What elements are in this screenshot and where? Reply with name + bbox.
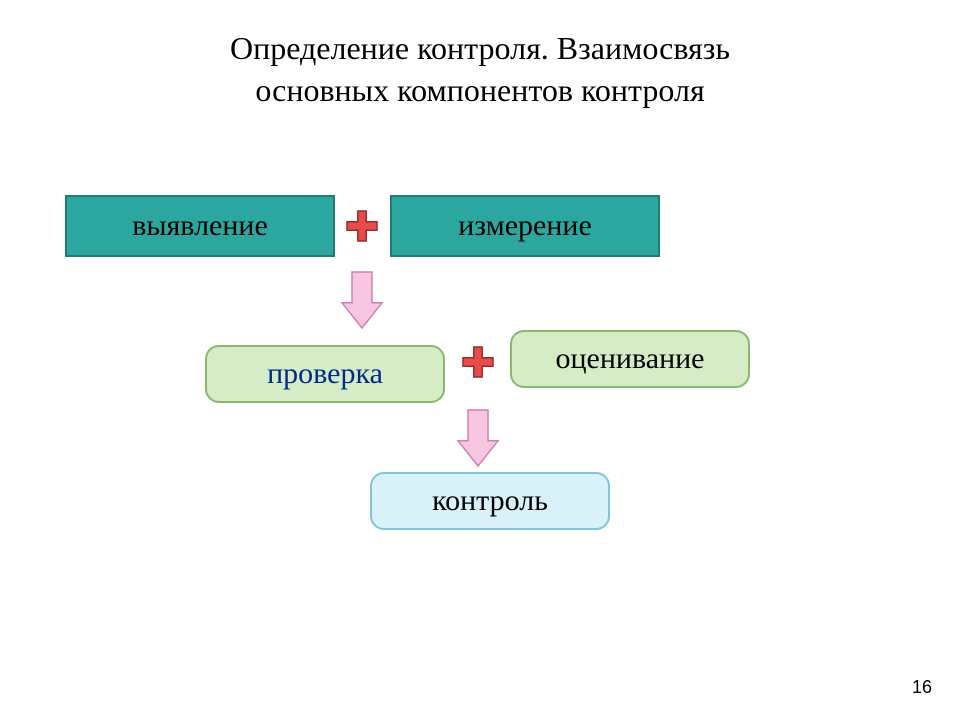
node-evaluation: оценивание xyxy=(510,330,750,388)
node-label: оценивание xyxy=(556,342,705,376)
node-label: измерение xyxy=(458,209,592,243)
node-verification: проверка xyxy=(205,345,445,403)
plus-icon xyxy=(463,347,493,377)
page-number: 16 xyxy=(912,677,932,698)
down-arrow-icon xyxy=(458,410,498,466)
node-label: контроль xyxy=(432,484,548,518)
node-measurement: измерение xyxy=(390,195,660,257)
node-identification: выявление xyxy=(65,195,335,257)
node-control: контроль xyxy=(370,472,610,530)
plus-icon xyxy=(347,211,377,241)
node-label: выявление xyxy=(132,209,268,243)
slide: Определение контроля. Взаимосвязь основн… xyxy=(0,0,960,720)
slide-title: Определение контроля. Взаимосвязь основн… xyxy=(0,28,960,111)
node-label: проверка xyxy=(267,357,383,391)
down-arrow-icon xyxy=(342,272,382,328)
